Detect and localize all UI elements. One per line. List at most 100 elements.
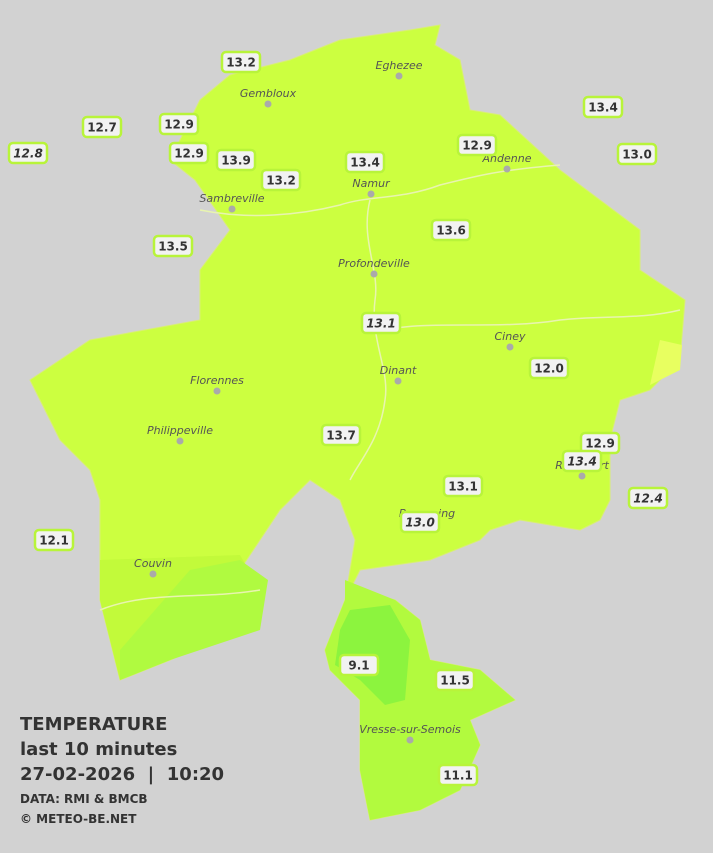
station-box [561,449,603,473]
station-value: 12.0 [534,362,564,376]
town-dot [406,736,414,744]
station: 13.5 [152,234,194,258]
station-value: 13.6 [436,224,466,238]
station: 13.2 [220,50,262,74]
town-dot [506,343,514,351]
station-box [260,168,302,192]
zone-cooler [120,560,268,680]
town-dot [228,205,236,213]
legend-datetime: 27-02-2026 | 10:20 [20,764,224,785]
town-label: Sambreville [199,192,264,205]
station-value: 12.7 [87,121,117,135]
station-value: 13.4 [588,101,618,115]
station: 13.4 [561,449,603,473]
station-value: 13.2 [266,174,296,188]
town-dot [370,270,378,278]
station-box [220,50,262,74]
station: 13.7 [320,423,362,447]
station: 13.6 [430,218,472,242]
station-box [582,95,624,119]
town-dot [395,72,403,80]
station-value: 12.9 [174,147,204,161]
station: 13.2 [260,168,302,192]
station-box [152,234,194,258]
station-value: 12.1 [39,534,69,548]
station: 12.0 [528,356,570,380]
station-box [344,150,386,174]
station-value: 12.4 [633,492,663,506]
station: 13.1 [360,311,402,335]
station-value: 13.0 [405,516,435,530]
town-label: Profondeville [338,257,410,270]
station-box [320,423,362,447]
station-box [434,668,476,692]
province-area [29,24,686,821]
station-box [158,112,200,136]
station-value: 12.9 [164,118,194,132]
station-value: 13.2 [226,56,256,70]
station-value: 13.4 [567,455,597,469]
station-box [399,510,441,534]
station: 9.1 [338,653,380,677]
town-label: Philippeville [147,424,213,437]
station-box [33,528,75,552]
station-value: 12.9 [462,139,492,153]
station: 13.4 [582,95,624,119]
station: 13.0 [399,510,441,534]
station-value: 13.0 [622,148,652,162]
station-value: 11.1 [443,769,473,783]
station: 12.1 [33,528,75,552]
station-box [7,141,49,165]
town-dot [149,570,157,578]
station-box [81,115,123,139]
station-box [338,653,380,677]
station: 12.7 [81,115,123,139]
town-dot [264,100,272,108]
town-dot [394,377,402,385]
station-value: 13.5 [158,240,188,254]
station: 12.4 [627,486,669,510]
station-value: 13.4 [350,156,380,170]
legend-source: DATA: RMI & BMCB [20,792,148,806]
zone-east-edge [650,340,682,385]
station-value: 13.1 [366,317,396,331]
town-label: Namur [352,177,391,190]
station: 12.9 [456,133,498,157]
station-box [616,142,658,166]
legend-title: TEMPERATURE [20,714,167,735]
town-label: Vresse-sur-Semois [359,723,461,736]
legend-period: last 10 minutes [20,739,177,760]
station-value: 13.7 [326,429,356,443]
station: 13.1 [442,474,484,498]
town-label: Ciney [495,330,526,343]
station: 12.8 [7,141,49,165]
station-box [442,474,484,498]
station: 12.9 [158,112,200,136]
town-dot [176,437,184,445]
town-label: Eghezee [376,59,423,72]
station: 11.5 [434,668,476,692]
rivers [99,164,681,611]
station-value: 13.9 [221,154,251,168]
station-box [430,218,472,242]
town-dot [578,472,586,480]
legend-credit: © METEO-BE.NET [20,812,137,826]
station-value: 13.1 [448,480,478,494]
station: 12.9 [579,431,621,455]
station: 13.4 [344,150,386,174]
town-dot [503,165,511,173]
town-label: Dinant [380,364,417,377]
station-value: 11.5 [440,674,470,688]
town-label: Florennes [190,374,244,387]
town-dot [367,190,375,198]
station: 13.0 [616,142,658,166]
station-box [215,148,257,172]
town-dot [213,387,221,395]
station-value: 12.8 [13,147,43,161]
station-value: 12.9 [585,437,615,451]
station-box [168,141,210,165]
station-box [627,486,669,510]
station: 12.9 [168,141,210,165]
